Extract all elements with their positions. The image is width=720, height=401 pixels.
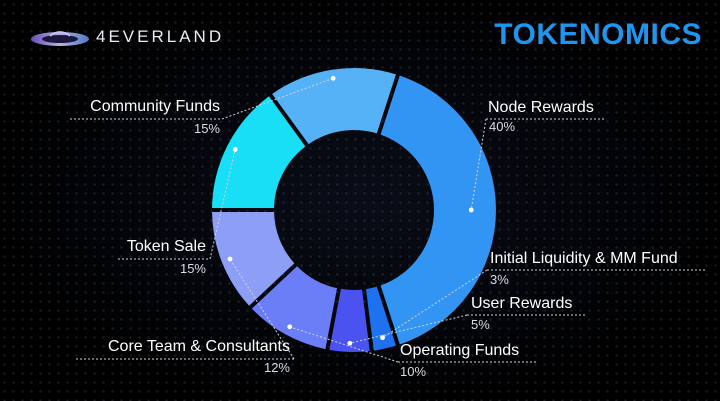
slice-token-sale bbox=[212, 96, 306, 209]
slice-value-operating-funds: 10% bbox=[400, 364, 426, 379]
slice-value-community-funds: 15% bbox=[194, 121, 220, 136]
slice-label-community-funds: Community Funds bbox=[90, 98, 220, 115]
slice-label-user-rewards: User Rewards bbox=[471, 295, 572, 312]
marker-dot-initial-liquidity-mm-fund bbox=[380, 335, 385, 341]
marker-dot-token-sale bbox=[232, 147, 238, 152]
marker-dot-node-rewards bbox=[468, 207, 474, 213]
slice-label-token-sale: Token Sale bbox=[127, 238, 206, 255]
leader-line-initial-liquidity-mm-fund bbox=[382, 269, 488, 339]
marker-dot-community-funds bbox=[330, 75, 336, 81]
leader-line-node-rewards bbox=[470, 118, 487, 211]
page-title: TOKENOMICS bbox=[494, 18, 702, 51]
slice-label-node-rewards: Node Rewards bbox=[488, 99, 594, 116]
slice-value-user-rewards: 5% bbox=[471, 317, 490, 332]
slice-node-rewards bbox=[380, 75, 496, 345]
slice-user-rewards bbox=[329, 288, 370, 352]
slice-operating-funds bbox=[251, 266, 338, 350]
slice-community-funds bbox=[272, 68, 396, 145]
slice-value-initial-liquidity-mm-fund: 3% bbox=[490, 272, 509, 287]
slice-label-core-team-consultants: Core Team & Consultants bbox=[108, 338, 290, 355]
leader-line-user-rewards bbox=[349, 314, 468, 344]
slice-core-team-consultants bbox=[212, 211, 295, 306]
slice-value-core-team-consultants: 12% bbox=[264, 360, 290, 375]
slice-value-token-sale: 15% bbox=[180, 261, 206, 276]
slice-initial-liquidity-mm-fund bbox=[366, 286, 396, 351]
slice-value-node-rewards: 40% bbox=[489, 119, 515, 134]
slice-label-initial-liquidity-mm-fund: Initial Liquidity & MM Fund bbox=[490, 250, 678, 267]
4everland-logo-icon bbox=[31, 31, 89, 46]
marker-dot-core-team-consultants bbox=[227, 256, 233, 262]
leader-line-token-sale bbox=[209, 149, 236, 260]
slice-label-operating-funds: Operating Funds bbox=[400, 342, 519, 359]
marker-dot-user-rewards bbox=[347, 340, 353, 346]
brand-name: 4EVERLAND bbox=[96, 27, 225, 46]
marker-dot-operating-funds bbox=[287, 324, 293, 330]
leader-line-operating-funds bbox=[289, 326, 399, 363]
